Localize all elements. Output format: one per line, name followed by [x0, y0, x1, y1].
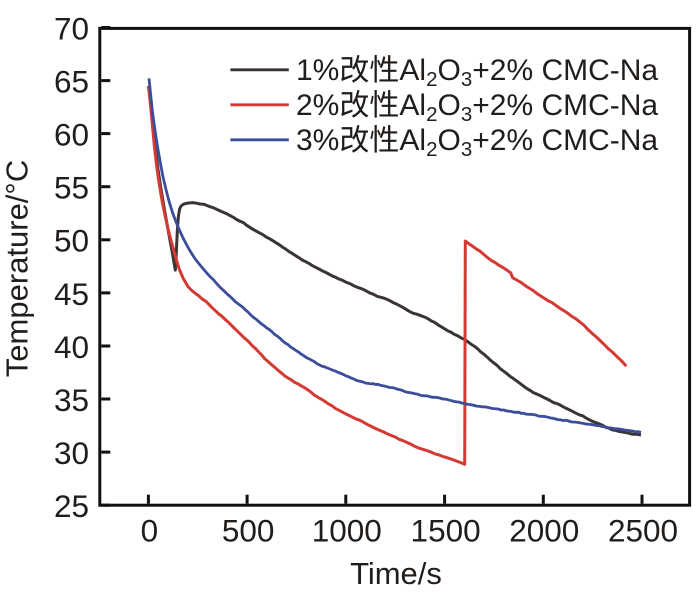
svg-text:500: 500	[222, 513, 275, 549]
svg-text:35: 35	[54, 382, 89, 418]
svg-text:Al2O3+2% CMC-Na: Al2O3+2% CMC-Na	[399, 54, 658, 91]
svg-text:70: 70	[54, 10, 89, 46]
svg-text:40: 40	[54, 329, 89, 365]
svg-text:25: 25	[54, 488, 89, 524]
svg-text:30: 30	[54, 435, 89, 471]
svg-text:3%: 3%	[296, 124, 339, 157]
svg-text:2000: 2000	[509, 513, 579, 549]
svg-text:Al2O3+2% CMC-Na: Al2O3+2% CMC-Na	[399, 89, 658, 126]
svg-text:1000: 1000	[312, 513, 382, 549]
svg-text:60: 60	[54, 117, 89, 153]
svg-text:Temperature/°C: Temperature/°C	[0, 160, 35, 377]
svg-text:45: 45	[54, 276, 89, 312]
svg-text:55: 55	[54, 170, 89, 206]
svg-text:Time/s: Time/s	[350, 556, 442, 591]
svg-text:1%: 1%	[296, 54, 339, 87]
svg-text:65: 65	[54, 64, 89, 100]
svg-text:2500: 2500	[608, 513, 678, 549]
svg-text:Al2O3+2% CMC-Na: Al2O3+2% CMC-Na	[399, 124, 658, 161]
svg-text:1500: 1500	[411, 513, 481, 549]
svg-text:0: 0	[141, 513, 159, 549]
svg-text:50: 50	[54, 223, 89, 259]
svg-text:2%: 2%	[296, 89, 339, 122]
